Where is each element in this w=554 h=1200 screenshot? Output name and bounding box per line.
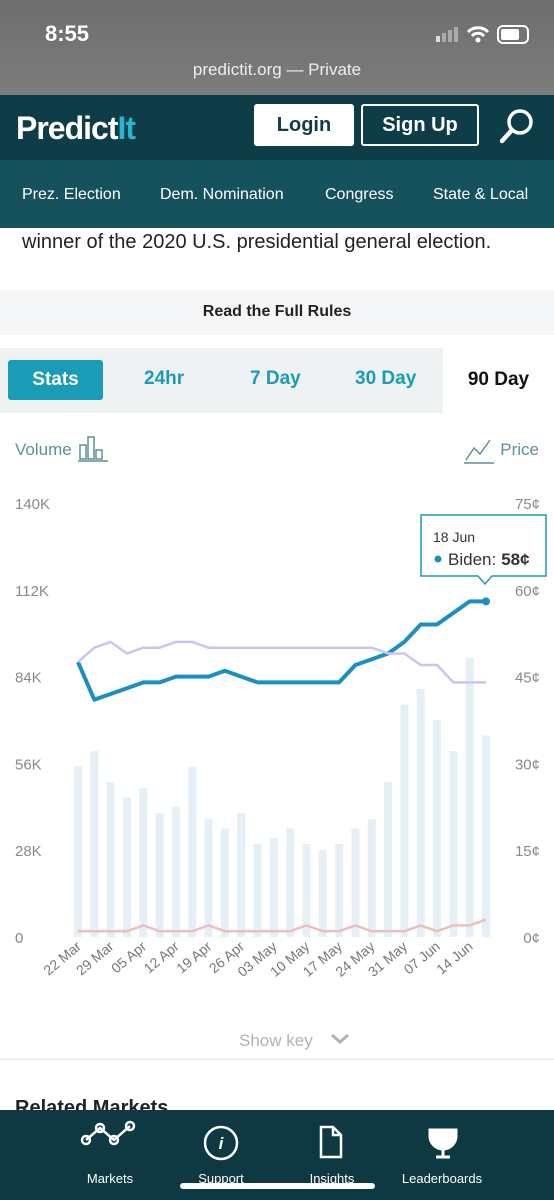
volume-bar: [237, 813, 246, 937]
hover-point: [482, 597, 490, 606]
volume-bar: [122, 797, 131, 937]
volume-bar: [204, 819, 213, 937]
volume-bar: [449, 751, 458, 937]
y-tick-label: 84K: [15, 670, 42, 687]
x-tick-label: 05 Apr: [108, 938, 150, 976]
bottom-item[interactable]: Support: [198, 1171, 244, 1186]
url: predictit.org — Private: [192, 60, 362, 79]
tooltip-date: 18 Jun: [433, 529, 475, 545]
status-icons: [436, 25, 529, 44]
tooltip-text: Biden: 58¢: [448, 550, 530, 569]
volume-bar: [367, 819, 376, 937]
chart: Volume Price 0 28K 56K 84K 112K 140K 0¢ 15¢ 30¢ 4…: [0, 436, 554, 1060]
nav-bar: [0, 160, 554, 228]
bottom-item[interactable]: Leaderboards: [401, 1171, 483, 1186]
stats-tab-bg: [8, 360, 103, 400]
tab[interactable]: 30 Day: [355, 368, 417, 389]
y2-tick-label: 15¢: [515, 843, 540, 860]
volume-bar: [171, 806, 180, 937]
x-tick-label: 19 Apr: [173, 938, 215, 976]
tab[interactable]: Stats: [32, 369, 79, 390]
volume-bar: [286, 828, 295, 937]
y-tick-label: 140K: [15, 496, 50, 513]
volume-bar: [302, 844, 311, 937]
price-line: [76, 599, 486, 702]
show-key[interactable]: Show key: [239, 1031, 313, 1050]
y2-tick-label: 75¢: [515, 496, 540, 513]
status-bar: [0, 0, 554, 95]
tab[interactable]: 7 Day: [250, 368, 301, 389]
volume-bar: [188, 766, 197, 937]
volume-label: Volume: [15, 440, 72, 459]
y-tick-label: 28K: [15, 843, 42, 860]
volume-bar: [269, 837, 278, 937]
price-line: [78, 918, 487, 933]
price-icon: [464, 439, 494, 464]
y-tick-label: 0: [15, 930, 23, 947]
volume-bar: [139, 788, 148, 937]
rules-band: [0, 290, 554, 335]
tooltip-dot: [434, 555, 442, 563]
x-tick-label: 14 Jun: [433, 938, 475, 977]
volume-bar: [416, 689, 425, 937]
volume-bar: [400, 704, 409, 937]
volume-bar: [351, 828, 360, 937]
volume-bar: [482, 735, 490, 937]
y2-tick-label: 60¢: [515, 583, 540, 600]
volume-bar: [155, 813, 164, 937]
volume-bar: [335, 844, 344, 937]
login-button[interactable]: Login: [254, 104, 354, 146]
nav-item[interactable]: State & Local: [433, 186, 529, 203]
active-tab-bg: [443, 348, 554, 413]
logo[interactable]: PredictIt: [16, 110, 136, 147]
rules-link[interactable]: Read the Full Rules: [202, 303, 352, 320]
tooltip-value: 58¢: [501, 550, 530, 569]
svg-text:i: i: [219, 1134, 225, 1153]
tooltip-box: [420, 514, 547, 586]
volume-bar: [74, 766, 82, 937]
price-label: Price: [500, 440, 539, 459]
search-icon[interactable]: [498, 106, 538, 146]
x-tick-label: 12 Apr: [141, 938, 183, 976]
volume-bar: [90, 751, 99, 937]
volume-bar: [465, 658, 474, 937]
volume-bar: [384, 782, 393, 937]
bottom-item[interactable]: Insights: [309, 1171, 355, 1186]
volume-icon: [78, 436, 108, 462]
y2-tick-label: 30¢: [515, 756, 540, 773]
rules-text: winner of the 2020 U.S. presidential gen…: [22, 231, 492, 253]
price-line: [77, 640, 486, 684]
volume-bar: [253, 844, 262, 937]
tooltip-series: Biden:: [448, 550, 496, 569]
home-indicator: [180, 1183, 375, 1189]
logo-accent: It: [117, 110, 136, 146]
tab[interactable]: 24hr: [144, 368, 185, 389]
clock: 8:55: [45, 21, 90, 46]
nav-item[interactable]: Congress: [325, 186, 394, 203]
y-tick-label: 56K: [15, 756, 42, 773]
volume-bar: [433, 720, 442, 937]
tab[interactable]: 90 Day: [467, 369, 530, 390]
logo-main: Predict: [16, 110, 118, 146]
bottom-item[interactable]: Markets: [86, 1171, 134, 1186]
x-tick-label: 07 Jun: [400, 938, 442, 977]
volume-bar: [318, 850, 327, 937]
volume-bar: [220, 828, 229, 937]
nav-item[interactable]: Dem. Nomination: [160, 186, 284, 203]
y-tick-label: 112K: [15, 583, 49, 600]
bottom-icons: i: [80, 1120, 458, 1161]
volume-bar: [106, 782, 115, 937]
y2-tick-label: 45¢: [515, 670, 540, 687]
nav-item[interactable]: Prez. Election: [22, 186, 121, 203]
chevron: [331, 1033, 349, 1044]
y2-tick-label: 0¢: [523, 930, 540, 947]
signup-button[interactable]: Sign Up: [361, 104, 479, 146]
x-tick-label: 29 Mar: [73, 938, 117, 978]
